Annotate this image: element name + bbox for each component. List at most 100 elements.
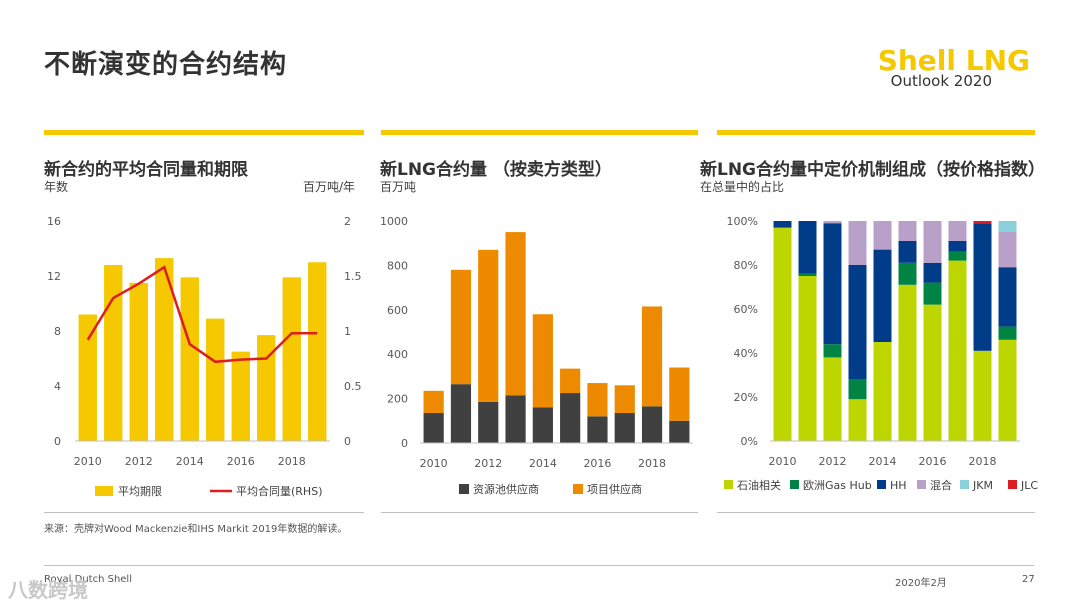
chart-volume-by-seller: 0 200 400 600 800 1000 2010 2012 2014 2016 2018 资源池… xyxy=(380,215,693,496)
bar-hh xyxy=(773,221,792,228)
bar-pool-suppliers xyxy=(669,420,690,443)
bar-project-suppliers xyxy=(560,368,581,394)
bar-mixed xyxy=(948,221,967,241)
bar-oil-linked xyxy=(823,357,842,441)
x-tick-label: 2010 xyxy=(420,457,448,470)
legend-swatch-oil xyxy=(724,480,733,489)
x-tick-label: 2012 xyxy=(125,455,153,468)
bar-mixed xyxy=(923,221,942,263)
bar-avg-duration xyxy=(206,318,225,441)
bar-jkm xyxy=(998,221,1017,232)
y-left-tick-label: 16 xyxy=(47,215,61,228)
bar-project-suppliers xyxy=(423,390,444,414)
y-tick-label: 600 xyxy=(387,304,408,317)
bar-pool-suppliers xyxy=(423,413,444,443)
panel-1-left-unit: 年数 xyxy=(44,180,69,194)
legend-swatch-pool xyxy=(459,484,469,494)
x-tick-label: 2016 xyxy=(919,455,947,468)
panel-1-bottom-rule xyxy=(44,512,364,513)
panel-2-bottom-rule xyxy=(381,512,698,513)
y-tick-label: 400 xyxy=(387,348,408,361)
legend-swatch-duration xyxy=(95,486,113,496)
x-tick-label: 2014 xyxy=(869,455,897,468)
legend-swatch-europe-gas-hub xyxy=(790,480,799,489)
bar-europe-gas-hub xyxy=(848,379,867,400)
bar-mixed xyxy=(823,221,842,224)
panel-1-right-unit: 百万吨/年 xyxy=(303,180,356,194)
bar-hh xyxy=(898,240,917,263)
x-tick-label: 2010 xyxy=(769,455,797,468)
bar-oil-linked xyxy=(948,260,967,441)
y-tick-label: 0 xyxy=(401,437,408,450)
x-tick-label: 2012 xyxy=(819,455,847,468)
legend-label-europe-gas-hub: 欧洲Gas Hub xyxy=(803,479,872,492)
bar-pool-suppliers xyxy=(478,401,499,443)
bar-pool-suppliers xyxy=(532,407,553,443)
y-tick-label: 40% xyxy=(734,347,758,360)
chart-pricing-mix: 0% 20% 40% 60% 80% 100% 2010 2012 2014 2016 2018 石油… xyxy=(724,215,1038,492)
legend-swatch-jkm xyxy=(960,480,969,489)
x-tick-label: 2018 xyxy=(638,457,666,470)
x-tick-label: 2018 xyxy=(969,455,997,468)
footer-company: Royal Dutch Shell xyxy=(44,574,132,585)
page-number: 27 xyxy=(1022,574,1035,585)
y-tick-label: 80% xyxy=(734,259,758,272)
legend-label-jlc: JLC xyxy=(1020,479,1038,492)
x-tick-label: 2016 xyxy=(227,455,255,468)
bar-pool-suppliers xyxy=(587,416,608,443)
y-right-tick-label: 0 xyxy=(344,435,351,448)
bar-hh xyxy=(923,262,942,283)
legend-label-volume: 平均合同量(RHS) xyxy=(236,484,322,498)
bar-oil-linked xyxy=(773,227,792,441)
bar-oil-linked xyxy=(998,339,1017,441)
bar-project-suppliers xyxy=(614,385,635,414)
y-left-tick-label: 12 xyxy=(47,270,61,283)
bar-mixed xyxy=(848,221,867,265)
bar-europe-gas-hub xyxy=(898,262,917,285)
bar-europe-gas-hub xyxy=(798,273,817,276)
bar-avg-duration xyxy=(257,335,276,441)
footer-date: 2020年2月 xyxy=(895,578,947,589)
bar-mixed xyxy=(898,221,917,241)
bar-project-suppliers xyxy=(587,383,608,417)
x-tick-label: 2014 xyxy=(176,455,204,468)
bar-project-suppliers xyxy=(641,306,663,407)
y-tick-label: 20% xyxy=(734,391,758,404)
bar-oil-linked xyxy=(848,399,867,441)
panel-3-unit: 在总量中的占比 xyxy=(700,180,785,194)
bar-avg-duration xyxy=(129,282,148,441)
y-tick-label: 200 xyxy=(387,393,408,406)
bar-oil-linked xyxy=(798,276,817,441)
bar-avg-duration xyxy=(104,265,123,441)
brand-subtitle: Outlook 2020 xyxy=(890,72,992,90)
bar-hh xyxy=(998,267,1017,327)
legend-label-pool: 资源池供应商 xyxy=(473,482,539,496)
bar-oil-linked xyxy=(973,350,992,441)
y-right-tick-label: 1.5 xyxy=(344,270,362,283)
bar-oil-linked xyxy=(923,304,942,441)
bar-hh xyxy=(823,223,842,345)
bar-pool-suppliers xyxy=(560,393,581,443)
bar-project-suppliers xyxy=(505,232,526,396)
bar-hh xyxy=(973,223,992,351)
y-tick-label: 100% xyxy=(727,215,758,228)
y-tick-label: 800 xyxy=(387,259,408,272)
bar-oil-linked xyxy=(873,342,892,441)
legend-swatch-project xyxy=(573,484,583,494)
panel-3-bottom-rule xyxy=(717,512,1035,513)
bar-europe-gas-hub xyxy=(923,282,942,305)
bar-project-suppliers xyxy=(478,249,499,402)
legend-swatch-mixed xyxy=(917,480,926,489)
bar-pool-suppliers xyxy=(505,395,526,443)
bar-mixed xyxy=(998,232,1017,268)
x-tick-label: 2010 xyxy=(74,455,102,468)
bar-jlc xyxy=(973,221,992,224)
y-tick-label: 60% xyxy=(734,303,758,316)
bar-oil-linked xyxy=(898,284,917,441)
bar-hh xyxy=(948,240,967,252)
y-tick-label: 0% xyxy=(741,435,758,448)
x-tick-label: 2014 xyxy=(529,457,557,470)
bar-avg-duration xyxy=(78,314,97,441)
panel-3-title: 新LNG合约量中定价机制组成（按价格指数） xyxy=(700,160,1046,180)
bar-project-suppliers xyxy=(532,314,553,408)
